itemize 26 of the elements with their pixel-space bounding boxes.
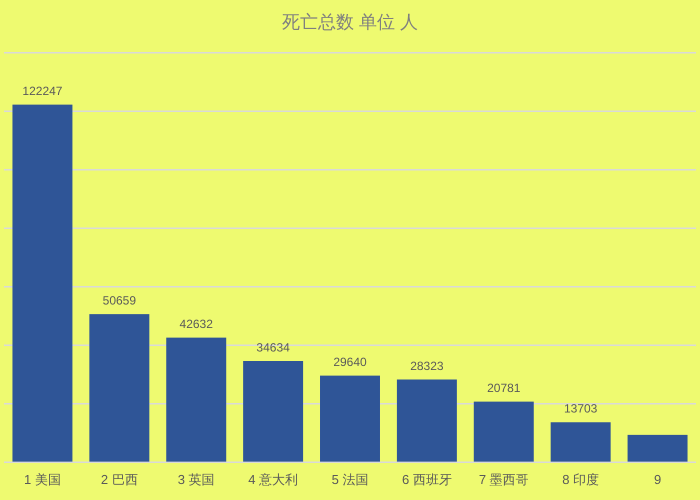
x-tick-label: 4 意大利	[248, 472, 298, 487]
bar	[243, 361, 304, 462]
x-tick-label: 5 法国	[332, 472, 368, 487]
x-tick-label: 3 英国	[178, 472, 215, 487]
bar	[396, 379, 457, 462]
data-label: 20781	[487, 380, 521, 395]
data-label: 50659	[102, 293, 136, 308]
bar	[12, 104, 72, 462]
x-tick-label: 2 巴西	[100, 472, 138, 487]
bar	[550, 422, 611, 462]
bar	[474, 402, 534, 462]
x-tick-label: 7 墨西哥	[478, 472, 529, 487]
bar	[166, 338, 226, 462]
data-label: 29640	[333, 354, 368, 369]
x-tick-label: 9	[654, 472, 662, 487]
data-label: 122247	[22, 84, 63, 98]
data-label: 42632	[180, 316, 214, 331]
data-label: 13703	[564, 402, 598, 416]
bar	[89, 314, 150, 462]
data-label: 28323	[410, 358, 444, 373]
x-tick-label: 8 印度	[562, 472, 600, 487]
bar	[628, 434, 688, 462]
x-tick-label: 1 美国	[24, 472, 61, 487]
chart-title: 死亡总数 单位 人	[282, 12, 418, 32]
x-tick-label: 6 西班牙	[402, 472, 452, 487]
bar	[320, 376, 380, 462]
